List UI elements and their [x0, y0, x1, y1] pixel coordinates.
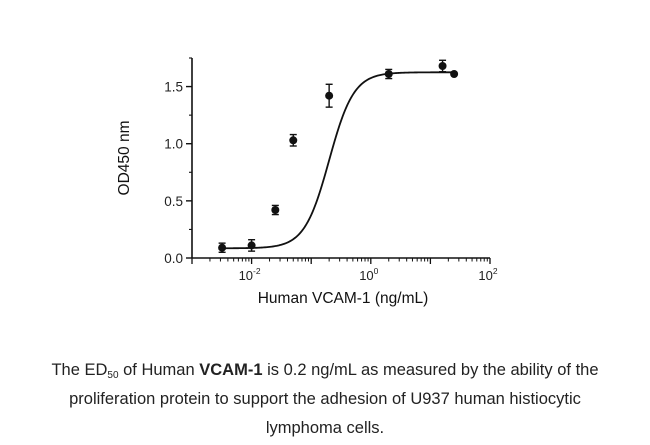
data-point-7: [450, 70, 459, 78]
x-axis-title: Human VCAM-1 (ng/mL): [258, 290, 429, 307]
caption-subscript: 50: [107, 369, 119, 381]
caption-text-2: of Human: [118, 360, 200, 379]
fit-curve: [222, 71, 455, 250]
y-tick-label-3: 1.5: [164, 80, 183, 95]
x-tick-label-2: 102: [478, 266, 497, 283]
y-axis-title: OD450 nm: [116, 121, 133, 196]
data-point-5: [384, 70, 393, 78]
caption-text-3: is 0.2 ng/mL as measured by the ability …: [69, 360, 599, 437]
x-tick-label-1: 100: [359, 266, 378, 283]
y-tick-label-2: 1.0: [164, 137, 183, 152]
figure-caption: The ED50 of Human VCAM-1 is 0.2 ng/mL as…: [40, 356, 610, 443]
caption-protein-name: VCAM-1: [199, 360, 263, 379]
data-point-4: [325, 91, 334, 100]
data-point-2: [271, 206, 280, 214]
data-point-3: [289, 136, 298, 145]
y-tick-label-1: 0.5: [164, 194, 183, 209]
data-point-1: [247, 241, 256, 250]
data-point-6: [438, 62, 447, 70]
caption-text-1: The ED: [51, 360, 108, 379]
data-point-0: [218, 243, 227, 252]
dose-response-chart: 0.0 0.5 1.0 1.5 10-2 100 102 Human VCAM-1 (ng/m…: [116, 57, 498, 307]
x-tick-label-0: 10-2: [239, 266, 261, 283]
chart-canvas: 0.0 0.5 1.0 1.5 10-2 100 102 Human VCAM-1 (ng/m…: [116, 57, 498, 307]
y-tick-label-0: 0.0: [164, 251, 183, 266]
